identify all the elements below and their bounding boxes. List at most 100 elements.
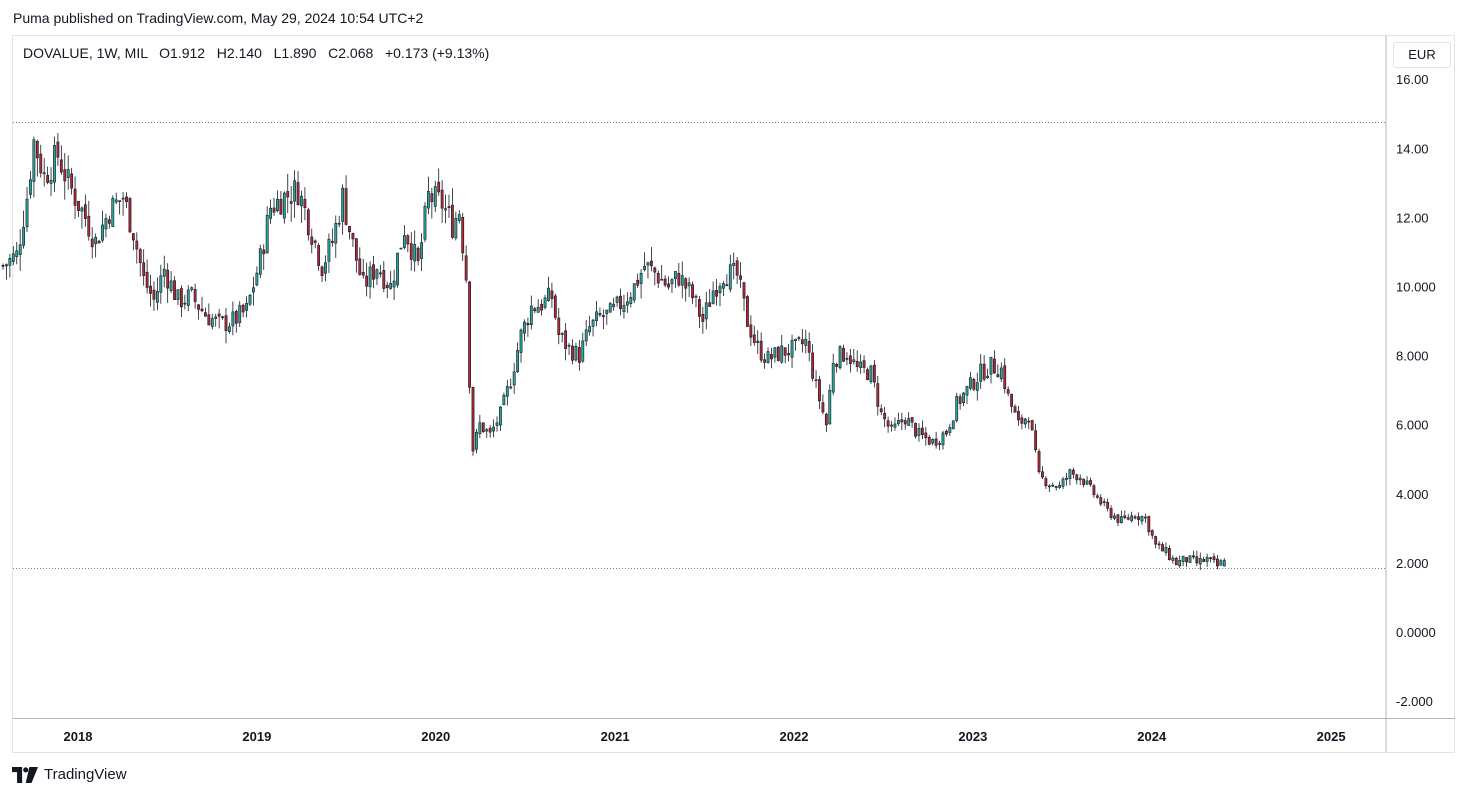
candle-body [1092,485,1096,495]
candle [365,262,369,297]
candle [399,247,403,250]
candle-body [1003,365,1007,389]
candle-body [1181,555,1185,563]
candle-body [646,262,650,266]
candle-body [18,244,22,255]
candle [962,391,965,407]
candle-body [674,271,677,280]
candle-body [653,267,657,273]
candle [674,271,677,288]
candle [574,342,578,362]
candle [1037,448,1041,474]
y-tick-label: 8.000 [1396,349,1429,364]
candle [262,244,266,270]
candle [776,345,780,362]
candle [660,264,664,281]
candle-body [708,302,712,307]
candle [437,168,441,196]
candle-body [962,392,965,403]
candle [440,180,444,223]
candle-body [766,351,770,363]
candle [1099,494,1103,507]
candle [464,245,468,283]
candle [94,233,98,258]
candle-body [162,268,166,277]
candle [680,261,684,299]
candle [1130,511,1134,523]
candle [876,375,880,416]
candle-body [372,264,375,280]
candle [553,293,557,320]
candle-body [732,263,736,267]
candle [523,319,526,342]
candle [848,348,852,373]
candle-body [361,272,365,276]
candle-body [876,383,880,407]
candle-body [608,303,612,313]
candle [296,171,300,206]
candle [993,350,996,374]
candle [1174,556,1178,566]
candle [595,301,598,327]
footer-branding[interactable]: TradingView [12,766,127,783]
candle [18,229,22,271]
candle [1126,513,1130,521]
candle-body [32,139,36,182]
currency-button[interactable]: EUR [1393,42,1451,68]
candle [927,435,931,446]
candle [955,392,959,423]
candle-body [1119,516,1123,523]
candle-body [553,295,557,318]
candle [131,233,135,251]
candle-body [993,358,996,374]
candle-body [358,258,362,275]
chart-pane[interactable] [12,35,1455,753]
candle [1150,529,1154,540]
candle-body [258,248,262,275]
candle-body [300,195,303,207]
candle [1023,417,1027,428]
candle-body [691,284,694,299]
candle [73,176,77,219]
candle [581,332,585,363]
candle [272,197,276,217]
candle-body [1065,477,1068,480]
candle-body [183,302,187,305]
candle [413,230,417,272]
candle-body [1222,560,1226,567]
candle [234,309,238,333]
candle [145,259,149,294]
candle-body [461,217,465,254]
candle-body [303,199,307,208]
candle [286,173,290,214]
candle [488,425,492,438]
candle [629,292,633,308]
candle-body [776,346,780,361]
candle [903,417,907,430]
y-tick-label: 10.000 [1396,280,1436,295]
candle [11,246,15,266]
y-tick-label: 0.0000 [1396,625,1436,640]
candle-body [934,438,938,446]
legend-high-value: 2.140 [226,45,262,61]
candle-body [800,339,804,345]
tradingview-logo-icon [12,766,38,783]
candle [8,253,12,278]
candle [896,412,900,426]
candle [560,332,564,343]
candle [90,227,94,259]
candle [378,264,382,278]
candle-body [1089,480,1092,485]
symbol-legend: DOVALUE, 1W, MIL O1.912 H2.140 L1.890 C2… [23,45,489,61]
candle-body [392,280,396,288]
candle-body [488,427,492,433]
candle-body [584,329,588,342]
candle-body [73,188,77,206]
candle-body [886,420,890,427]
candle-body [306,209,310,236]
candle [632,283,636,304]
candle-body [1161,544,1164,552]
y-tick-label: -2.000 [1396,694,1433,709]
candle [248,293,252,307]
